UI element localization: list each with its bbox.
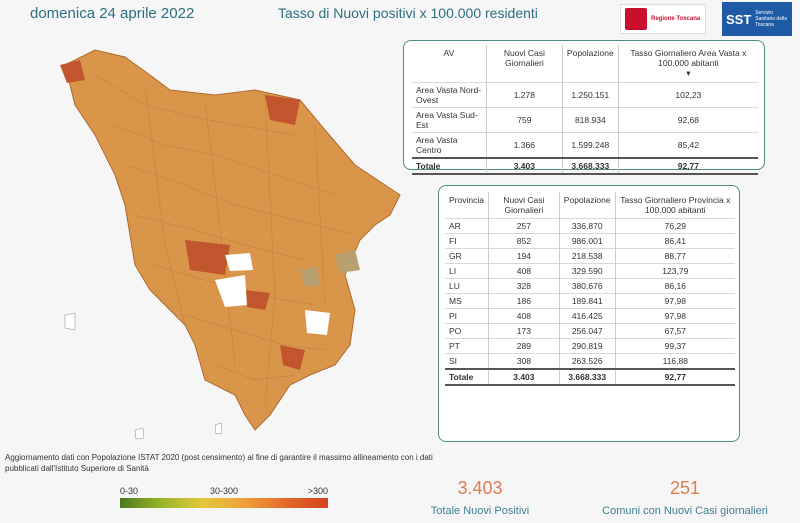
table-row[interactable]: LI 408 329.590 123,79 (445, 263, 735, 279)
kpi-comuni-nuovi-casi: 251 Comuni con Nuovi Casi giornalieri (602, 478, 768, 517)
table-header-row: AV Nuovi Casi Giornalieri Popolazione Ta… (412, 45, 758, 83)
table-row[interactable]: LU 328 380.676 86,16 (445, 278, 735, 294)
white-area-2 (225, 253, 253, 271)
page-title: Tasso di Nuovi positivi x 100.000 reside… (278, 5, 538, 21)
dark-municipality-5 (280, 345, 305, 370)
page-date: domenica 24 aprile 2022 (30, 5, 195, 22)
footnote: Aggiornamento dati con Popolazione ISTAT… (5, 453, 433, 473)
dark-municipality-1 (60, 60, 85, 83)
table-row[interactable]: PO 173 256.047 67,57 (445, 323, 735, 339)
legend-low-label: 0-30 (120, 486, 139, 496)
province-panel: Provincia Nuovi Casi Giornalieri Popolaz… (438, 185, 740, 442)
table-row[interactable]: MS 186 189.841 97,98 (445, 293, 735, 309)
pegasus-icon (625, 8, 647, 30)
table-row[interactable]: PT 289 290.819 99,37 (445, 338, 735, 354)
table-row[interactable]: Area Vasta Centro 1.366 1.599.248 85,42 (412, 132, 758, 158)
tuscany-region-shape (64, 49, 401, 431)
table-row[interactable]: FI 852 986.001 86,41 (445, 233, 735, 249)
kpi-total-positivi: 3.403 Totale Nuovi Positivi (430, 478, 530, 517)
area-vasta-table: AV Nuovi Casi Giornalieri Popolazione Ta… (412, 45, 758, 175)
white-area-3 (305, 310, 330, 335)
table-total-row: Totale 3.403 3.668.333 92,77 (445, 368, 735, 386)
legend-high-label: >300 (307, 486, 328, 496)
color-legend: 0-30 30-300 >300 (120, 486, 328, 508)
dark-municipality-2 (265, 95, 300, 125)
regione-toscana-logo: Regione Toscana (620, 4, 706, 34)
sort-desc-icon[interactable]: ▾ (686, 68, 691, 78)
island-giglio (134, 427, 145, 440)
table-row[interactable]: GR 194 218.538 88,77 (445, 248, 735, 264)
table-row[interactable]: SI 308 263.526 116,88 (445, 353, 735, 369)
table-row[interactable]: Area Vasta Sud-Est 759 818.934 92,68 (412, 107, 758, 133)
legend-gradient-bar (120, 498, 328, 508)
dark-municipality-3 (185, 240, 230, 275)
sst-logo: SST Servizio Sanitario della Toscana (722, 2, 792, 36)
island-elba (64, 312, 76, 331)
table-header-row: Provincia Nuovi Casi Giornalieri Popolaz… (445, 192, 735, 219)
light-municipality-2 (300, 267, 320, 287)
legend-mid-label: 30-300 (210, 486, 239, 496)
table-total-row: Totale 3.403 3.668.333 92,77 (412, 157, 758, 175)
area-vasta-panel: AV Nuovi Casi Giornalieri Popolazione Ta… (403, 40, 765, 175)
tuscany-municipality-map[interactable] (55, 45, 415, 445)
province-table: Provincia Nuovi Casi Giornalieri Popolaz… (445, 192, 735, 386)
dark-municipality-4 (245, 290, 270, 310)
white-area-1 (215, 275, 247, 307)
table-row[interactable]: Area Vasta Nord-Ovest 1.278 1.250.151 10… (412, 82, 758, 108)
table-row[interactable]: AR 257 336.870 76,29 (445, 218, 735, 234)
light-municipality-1 (335, 250, 360, 273)
table-row[interactable]: PI 408 416.425 97,98 (445, 308, 735, 324)
island-giannutri (214, 422, 223, 435)
